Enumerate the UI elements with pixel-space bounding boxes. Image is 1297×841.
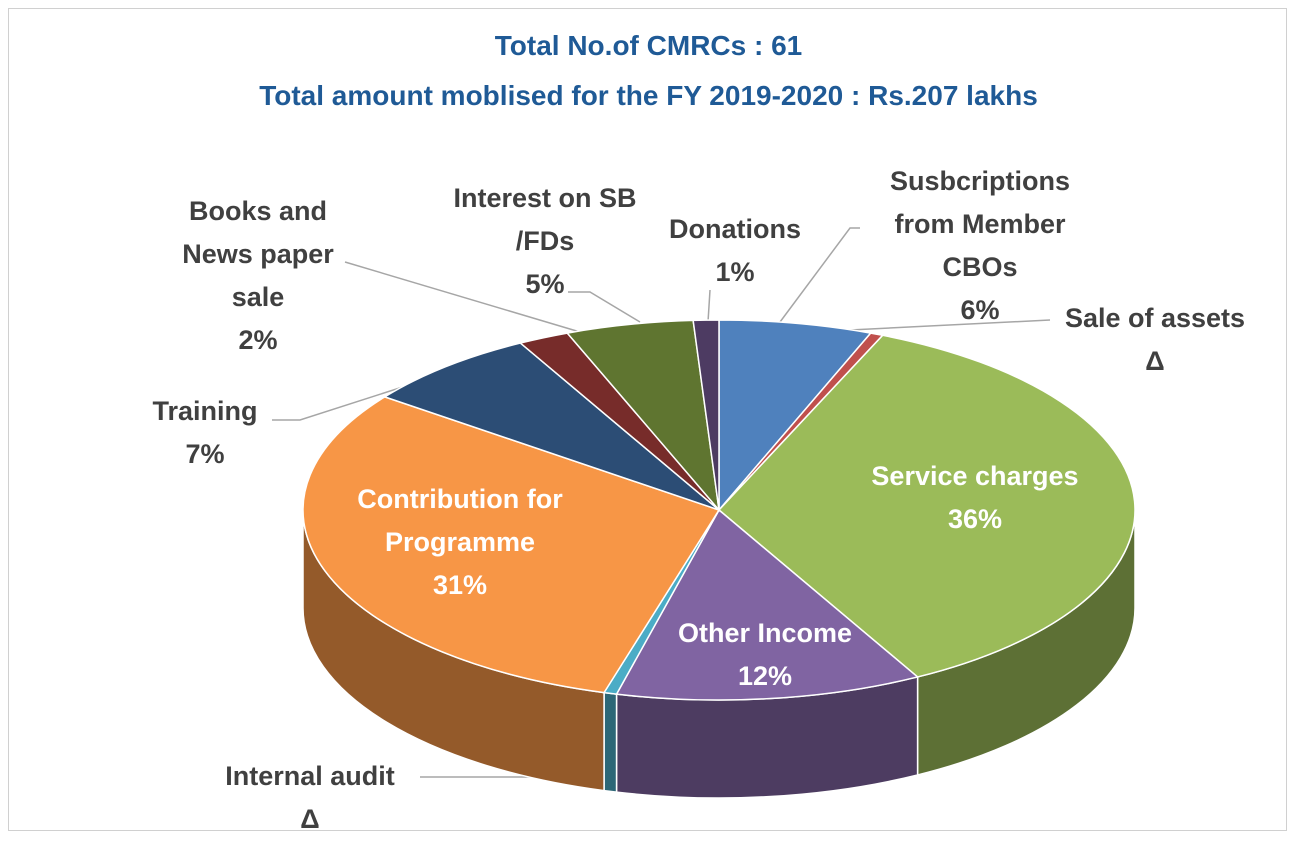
value-label: 6% [960,295,1000,325]
category-label: Internal audit [225,761,395,791]
value-label: 31% [432,570,488,600]
slice [692,319,720,511]
category-label: Contribution for Programme [357,484,563,557]
slice [382,342,720,511]
category-label: Donations [669,214,801,244]
slice [718,319,873,513]
category-label: Training [152,396,258,426]
slice-label: Donations 1% [650,208,820,294]
value-label: 12% [737,661,793,691]
category-label: Interest on SB /FDs [453,183,637,256]
value-label: 36% [947,504,1003,534]
value-label: 5% [525,269,565,299]
value-label: Δ [1145,346,1165,376]
value-label: Δ [300,804,320,834]
slice [302,396,721,694]
value-label: 2% [238,325,278,355]
value-label: 7% [185,439,225,469]
chart-subtitle: Total amount moblised for the FY 2019-20… [259,80,1038,111]
chart-frame [8,8,1287,831]
slice-label: Interest on SB /FDs 5% [430,177,660,306]
slice-label: Books and News paper sale 2% [163,190,353,362]
slice [615,508,920,701]
category-label: Susbcriptions from Member CBOs [889,166,1071,282]
slice-label: Training 7% [125,390,285,476]
slice [717,334,1136,678]
slice-label: Internal audit Δ [190,755,430,841]
category-label: Service charges [871,461,1079,491]
slice-label: Sale of assets Δ [1045,297,1265,383]
category-label: Sale of assets [1064,303,1246,333]
slice-label: Contribution for Programme 31% [353,478,568,607]
slice-label: Other Income 12% [650,612,880,698]
chart-title: Total No.of CMRCs : 61 [494,30,803,61]
slice-label: Susbcriptions from Member CBOs 6% [873,160,1088,332]
value-label: 1% [715,257,755,287]
category-label: Books and News paper sale [182,196,334,312]
category-label: Other Income [677,618,853,648]
slice-side [603,691,618,793]
slice-label: Service charges 36% [840,455,1110,541]
